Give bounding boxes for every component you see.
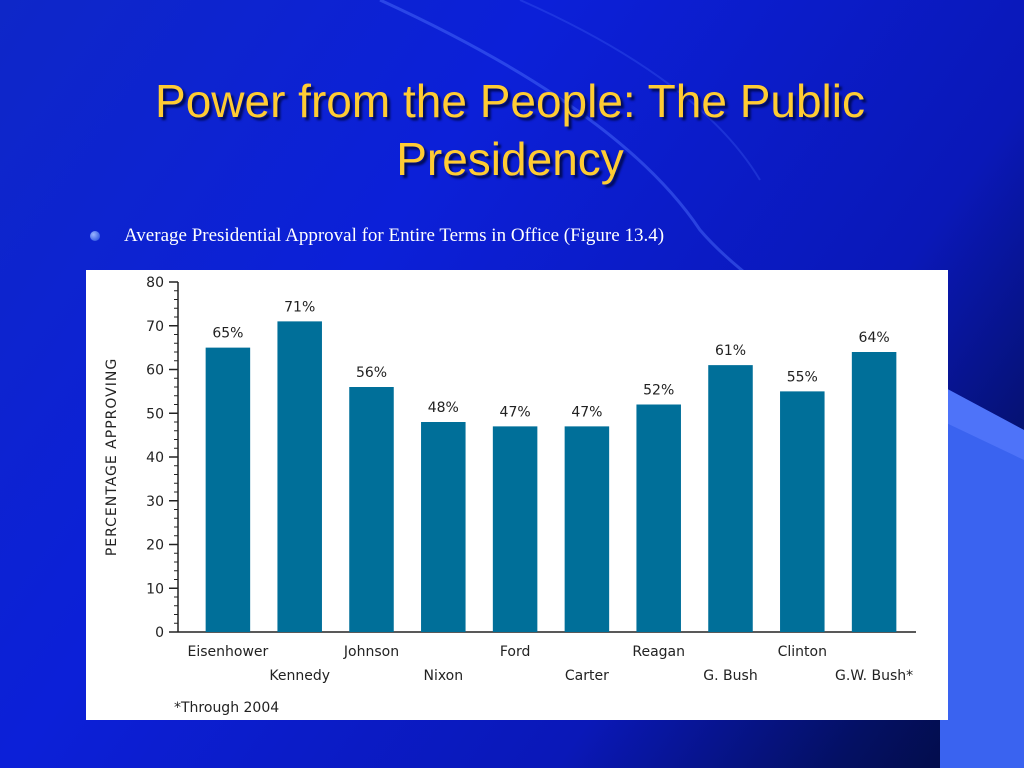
category-label: G. Bush <box>703 668 757 684</box>
y-tick-label: 60 <box>146 363 164 379</box>
category-label: Eisenhower <box>188 644 269 660</box>
y-tick-label: 30 <box>146 494 164 510</box>
approval-bar-chart: 0 10 20 30 40 50 60 70 80 PERCENTAGE APPROVING 65%… <box>104 275 916 684</box>
data-label: 65% <box>212 326 243 342</box>
bar-ford <box>492 426 538 632</box>
bar-nixon <box>421 422 466 632</box>
bar-g-w-bush <box>851 352 897 632</box>
bar-clinton <box>780 391 825 632</box>
chart-footnote: *Through 2004 <box>174 700 280 716</box>
y-axis-label: PERCENTAGE APPROVING <box>104 358 120 556</box>
bullet-dot-icon <box>90 231 100 241</box>
category-label: Ford <box>500 644 531 660</box>
data-label: 56% <box>356 365 387 381</box>
data-label: 47% <box>571 404 602 420</box>
category-label: Clinton <box>778 644 827 660</box>
chart-panel: 0 10 20 30 40 50 60 70 80 PERCENTAGE APPROVING 65%… <box>86 270 948 720</box>
y-tick-label: 0 <box>155 625 164 641</box>
data-label: 52% <box>643 383 674 399</box>
y-tick-label: 20 <box>146 538 164 554</box>
bullet-item: Average Presidential Approval for Entire… <box>90 225 664 247</box>
bar-g-bush <box>708 365 753 632</box>
category-label: Reagan <box>632 644 685 660</box>
data-label: 48% <box>428 400 459 416</box>
y-tick-label: 50 <box>146 406 164 422</box>
bar-reagan <box>636 404 681 632</box>
category-label: Carter <box>565 668 609 684</box>
bar-eisenhower <box>205 347 251 632</box>
y-tick-label: 40 <box>146 450 164 466</box>
category-label: Kennedy <box>269 668 330 684</box>
category-label: G.W. Bush* <box>835 668 913 684</box>
category-label: Nixon <box>423 668 463 684</box>
bar-johnson <box>349 387 394 632</box>
bar-kennedy <box>277 321 322 632</box>
y-tick-label: 10 <box>146 581 164 597</box>
data-label: 55% <box>787 369 818 385</box>
bullet-text: Average Presidential Approval for Entire… <box>124 225 665 246</box>
data-label: 61% <box>715 343 746 359</box>
y-tick-label: 70 <box>146 319 164 335</box>
category-label: Johnson <box>343 644 399 660</box>
data-label: 71% <box>284 299 315 315</box>
data-label: 47% <box>500 404 531 420</box>
bar-carter <box>564 426 610 632</box>
slide-title: Power from the People: The Public Presid… <box>155 75 865 185</box>
data-label: 64% <box>859 330 890 346</box>
y-tick-label: 80 <box>146 275 164 291</box>
